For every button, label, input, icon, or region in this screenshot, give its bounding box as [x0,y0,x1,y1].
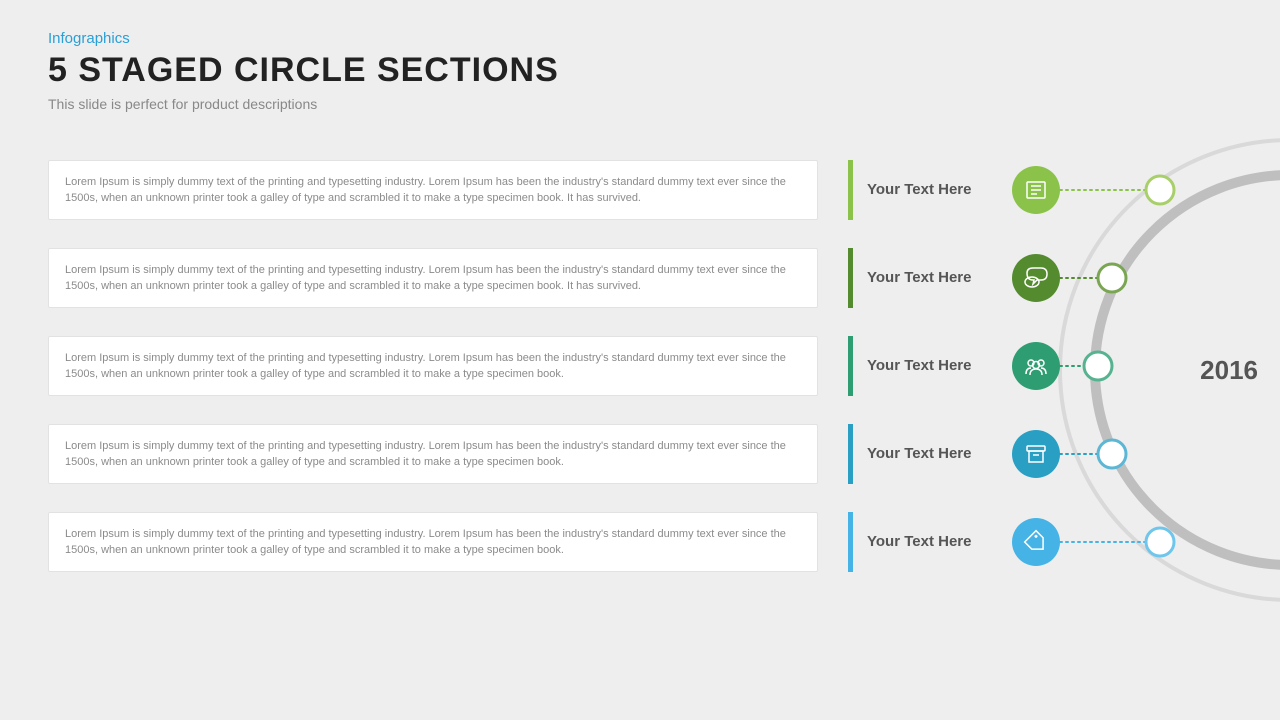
stage-description: Lorem Ipsum is simply dummy text of the … [48,336,818,396]
stage-label: Your Text Here [848,512,1008,572]
newspaper-icon [1027,182,1045,198]
stage-row: Lorem Ipsum is simply dummy text of the … [48,512,838,572]
archive-icon [1027,446,1045,462]
stage-label: Your Text Here [848,248,1008,308]
stage-label: Your Text Here [848,336,1008,396]
year-label: 2016 [1200,355,1258,386]
stage-label: Your Text Here [848,160,1008,220]
slide-header: Infographics 5 STAGED CIRCLE SECTIONS Th… [48,30,559,112]
stage-label-text: Your Text Here [867,533,971,552]
stage-description: Lorem Ipsum is simply dummy text of the … [48,160,818,220]
stage-row: Lorem Ipsum is simply dummy text of the … [48,160,838,220]
category-label: Infographics [48,30,559,47]
tag-icon [1025,531,1049,555]
description-column: Lorem Ipsum is simply dummy text of the … [48,160,838,600]
stage-label-text: Your Text Here [867,269,971,288]
stage-label-text: Your Text Here [867,357,971,376]
stage-row: Lorem Ipsum is simply dummy text of the … [48,424,838,484]
label-column: Your Text Here Your Text Here Your Text … [848,160,1008,600]
slide-title: 5 STAGED CIRCLE SECTIONS [48,51,559,90]
stage-row: Lorem Ipsum is simply dummy text of the … [48,336,838,396]
stage-label: Your Text Here [848,424,1008,484]
chat-icon [1025,268,1047,287]
group-icon [1026,360,1046,375]
stage-description: Lorem Ipsum is simply dummy text of the … [48,512,818,572]
stage-label-text: Your Text Here [867,445,971,464]
stage-row: Lorem Ipsum is simply dummy text of the … [48,248,838,308]
stage-label-text: Your Text Here [867,181,971,200]
stage-description: Lorem Ipsum is simply dummy text of the … [48,424,818,484]
slide-subtitle: This slide is perfect for product descri… [48,96,559,112]
stage-description: Lorem Ipsum is simply dummy text of the … [48,248,818,308]
